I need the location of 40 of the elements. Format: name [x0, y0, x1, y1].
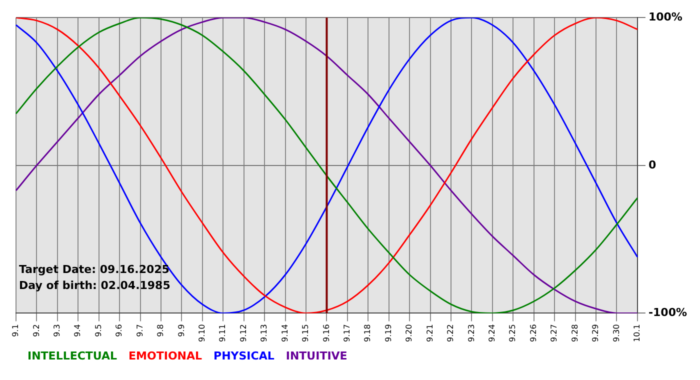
text: PHYSICAL [214, 349, 274, 362]
x-tick-label: 9.2 [32, 324, 41, 337]
x-tick-label: 9.20 [404, 324, 414, 342]
x-tick-label: 9.8 [156, 324, 166, 337]
x-tick-label: 9.9 [176, 324, 186, 337]
x-tick-label: 9.11 [218, 324, 228, 342]
x-tick-label: 9.26 [528, 324, 538, 342]
y-tick-label: 0 [648, 158, 656, 172]
x-tick-label: 9.15 [301, 324, 310, 342]
x-tick-label: 9.16 [322, 324, 331, 342]
text: EMOTIONAL [128, 349, 202, 362]
x-tick-label: 9.27 [550, 324, 559, 342]
x-tick-label: 9.24 [488, 324, 497, 342]
x-tick-label: 9.18 [363, 324, 372, 342]
annotation: Target Date: 09.16.2025 [19, 263, 170, 276]
x-tick-label: 9.10 [198, 324, 207, 342]
x-tick-label: 9.7 [135, 324, 144, 337]
x-tick-label: 9.17 [342, 324, 352, 342]
x-tick-label: 9.21 [425, 324, 434, 342]
x-tick-label: 9.12 [238, 324, 248, 342]
x-tick-label: 9.25 [508, 324, 518, 342]
x-tick-label: 9.22 [446, 324, 456, 342]
x-tick-label: 9.1 [11, 324, 20, 337]
x-tick-label: 9.19 [384, 324, 393, 342]
x-tick-label: 9.29 [591, 324, 600, 342]
text: INTELLECTUAL [28, 349, 118, 362]
x-tick-label: 9.23 [466, 324, 476, 342]
x-tick-label: 9.4 [73, 324, 82, 337]
y-tick-label: 100% [648, 10, 682, 24]
x-tick-label: 9.13 [260, 324, 269, 342]
x-tick-label: 9.14 [280, 324, 290, 342]
text: INTUITIVE [286, 349, 348, 362]
x-tick-label: 9.6 [114, 324, 124, 337]
annotation: Day of birth: 02.04.1985 [19, 279, 170, 292]
x-tick-label: 9.30 [612, 324, 621, 342]
x-tick-label: 9.3 [52, 324, 62, 337]
x-tick-label: 9.28 [570, 324, 580, 342]
x-tick-label: 10.1 [632, 324, 642, 342]
y-tick-label: -100% [648, 306, 688, 320]
x-tick-label: 9.5 [94, 324, 103, 337]
